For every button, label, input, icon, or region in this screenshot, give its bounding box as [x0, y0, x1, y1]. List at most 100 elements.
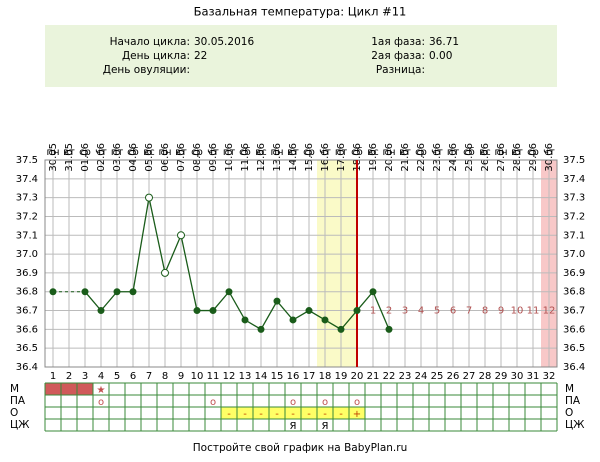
info-value: 0.00 — [429, 50, 452, 62]
phase-day-label: 1 — [370, 306, 376, 317]
table-row-label-right: О — [565, 407, 573, 419]
info-value: 30.05.2016 — [194, 36, 254, 48]
weekday-label: вс — [143, 147, 154, 158]
table-cell: + — [353, 409, 361, 420]
temperature-point — [289, 316, 297, 324]
day-number: 16 — [287, 371, 300, 382]
weekday-label: чт — [207, 147, 219, 158]
day-number: 21 — [367, 371, 380, 382]
table-cell: - — [243, 409, 247, 420]
date-label: 15.06 — [304, 143, 315, 172]
date-label: 26.06 — [480, 143, 491, 172]
day-number: 8 — [162, 371, 168, 382]
temperature-point — [193, 307, 201, 315]
date-label: 28.06 — [512, 143, 523, 172]
plot-frame — [44, 159, 558, 368]
y-tick-label: 37.3 — [16, 193, 38, 204]
date-label: 27.06 — [496, 143, 507, 172]
weekday-label: вт — [63, 147, 75, 158]
phase-day-label: 12 — [543, 306, 556, 317]
y-tick-label: 36.7 — [16, 306, 38, 317]
weekday-label: сб — [239, 147, 251, 158]
table-row-label: ПА — [10, 395, 26, 407]
day-number: 22 — [383, 371, 396, 382]
y-tick-label: 37.4 — [16, 174, 38, 185]
temperature-point — [337, 325, 345, 333]
date-label: 16.06 — [320, 143, 331, 172]
day-number: 27 — [463, 371, 476, 382]
phase-day-label: 8 — [482, 306, 488, 317]
temperature-point — [241, 316, 249, 324]
table-cell: ★ — [97, 385, 106, 396]
weekday-label: вт — [287, 147, 299, 158]
table-row-label-right: ЦЖ — [565, 419, 585, 431]
day-number: 18 — [319, 371, 332, 382]
weekday-label: пт — [223, 147, 236, 158]
temperature-point — [321, 316, 329, 324]
date-label: 09.06 — [208, 143, 219, 172]
y-tick-label-right: 37.2 — [563, 211, 585, 222]
y-tick-label: 36.5 — [16, 343, 38, 354]
y-tick-label: 36.6 — [16, 324, 38, 335]
date-label: 14.06 — [288, 143, 299, 172]
date-label: 01.06 — [80, 143, 91, 172]
day-number: 30 — [511, 371, 524, 382]
info-label: 2ая фаза: — [371, 50, 425, 62]
chart-title: Базальная температура: Цикл #11 — [194, 5, 407, 19]
temperature-point — [257, 325, 265, 333]
info-panel — [45, 25, 557, 87]
day-number: 24 — [415, 371, 428, 382]
table-fill — [221, 407, 365, 419]
info-label: Разница: — [376, 64, 425, 76]
y-tick-label-right: 36.4 — [563, 362, 585, 373]
temperature-point — [81, 288, 89, 296]
day-number: 2 — [66, 371, 72, 382]
y-tick-label: 37.5 — [16, 155, 38, 166]
date-label: 22.06 — [416, 143, 427, 172]
weekday-label: сб — [463, 147, 475, 158]
temperature-point — [177, 231, 185, 240]
phase-day-label: 3 — [402, 306, 408, 317]
date-label: 11.06 — [240, 143, 251, 172]
weekday-label: ср — [527, 147, 539, 158]
weekday-label: пн — [270, 147, 283, 158]
phase-day-label: 4 — [418, 306, 424, 317]
temperature-point — [353, 307, 361, 315]
weekday-label: вс — [255, 147, 266, 158]
footer: Постройте свой график на BabyPlan.ru — [193, 442, 407, 454]
day-number: 32 — [543, 371, 556, 382]
date-label: 04.06 — [128, 143, 139, 172]
date-label: 12.06 — [256, 143, 267, 172]
phase-day-label: 7 — [466, 306, 472, 317]
weekday-label: ср — [79, 147, 91, 158]
day-number: 11 — [207, 371, 220, 382]
weekday-label: вс — [367, 147, 378, 158]
weekday-label: сб — [127, 147, 139, 158]
fertile-band — [317, 160, 357, 367]
temperature-point — [97, 307, 105, 315]
day-number: 25 — [431, 371, 444, 382]
info-label: День цикла: — [122, 50, 190, 62]
date-label: 19.06 — [368, 143, 379, 172]
temperature-point — [145, 193, 153, 202]
weekday-label: пн — [382, 147, 395, 158]
phase-day-label: 9 — [498, 306, 504, 317]
day-number: 28 — [479, 371, 492, 382]
weekday-label: пн — [494, 147, 507, 158]
y-tick-label-right: 36.9 — [563, 268, 585, 279]
day-number: 4 — [98, 371, 104, 382]
weekday-label: пн — [46, 147, 59, 158]
temperature-point — [161, 268, 169, 277]
temperature-point — [49, 288, 57, 296]
weekday-label: ср — [415, 147, 427, 158]
weekday-label: ср — [191, 147, 203, 158]
weekday-label: вт — [399, 147, 411, 158]
info-label: 1ая фаза: — [371, 36, 425, 48]
table-cell: о — [322, 397, 328, 408]
temperature-point — [129, 288, 137, 296]
table-row-label: М — [10, 383, 19, 395]
day-number: 10 — [191, 371, 204, 382]
date-label: 23.06 — [432, 143, 443, 172]
table-cell: - — [291, 409, 295, 420]
